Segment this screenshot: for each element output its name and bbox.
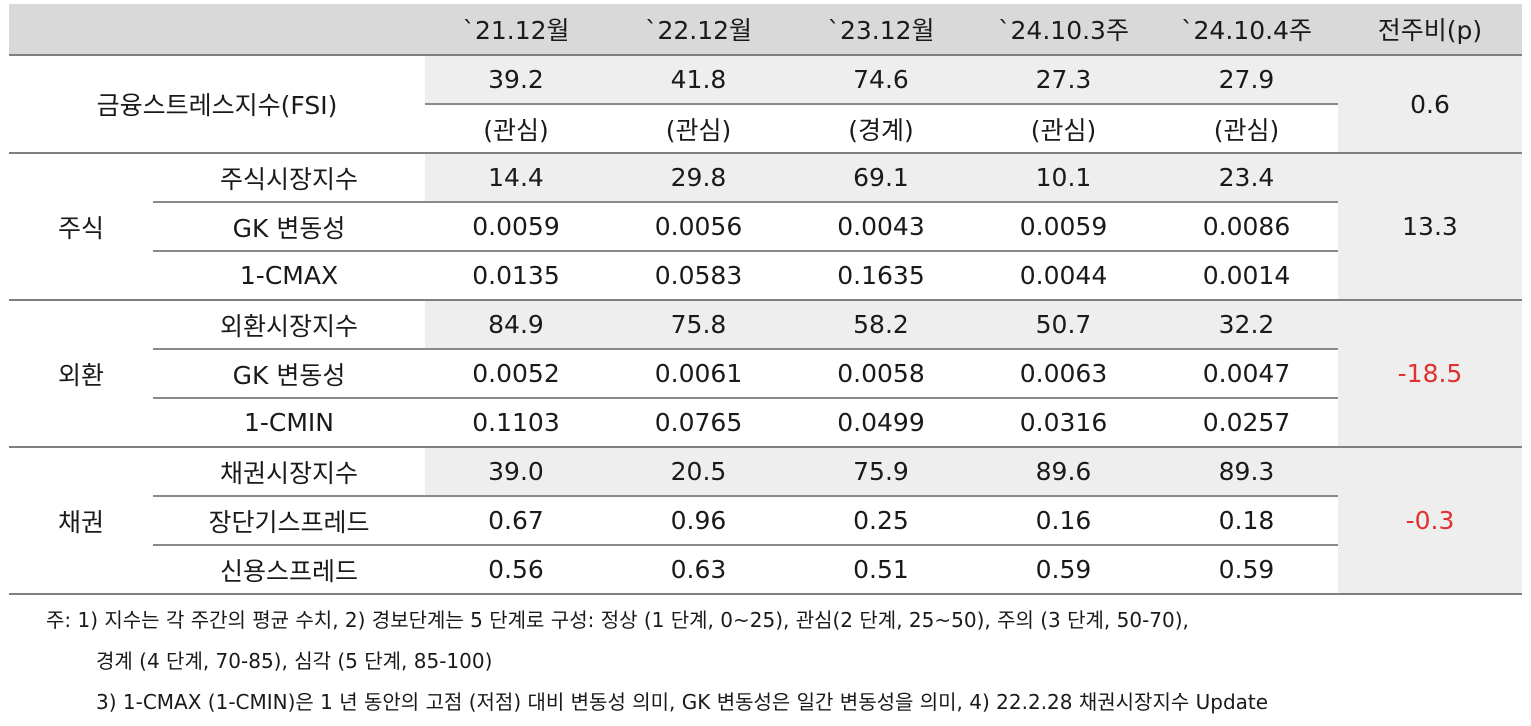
header-col: `24.10.4주 xyxy=(1155,4,1338,56)
header-col: `22.12월 xyxy=(607,4,790,56)
cell: 0.0086 xyxy=(1155,202,1338,252)
table-row: 1-CMAX 0.0135 0.0583 0.1635 0.0044 0.001… xyxy=(9,251,1522,301)
cell: 0.0135 xyxy=(425,251,607,301)
cell: 20.5 xyxy=(607,447,790,497)
fsi-value: 39.2 xyxy=(425,55,607,105)
cell: 0.16 xyxy=(972,496,1155,546)
fsi-level: (관심) xyxy=(1155,104,1338,154)
cell: 0.0058 xyxy=(790,349,972,399)
cell: 0.0043 xyxy=(790,202,972,252)
footnote-line: 3) 1-CMAX (1-CMIN)은 1 년 동안의 고점 (저점) 대비 변… xyxy=(96,690,1269,714)
fsi-level: (관심) xyxy=(972,104,1155,154)
fsi-value: 41.8 xyxy=(607,55,790,105)
table-row: 1-CMIN 0.1103 0.0765 0.0499 0.0316 0.025… xyxy=(9,398,1522,448)
cell: 75.9 xyxy=(790,447,972,497)
row-label: 1-CMIN xyxy=(153,398,425,448)
fsi-label: 금융스트레스지수(FSI) xyxy=(9,55,425,154)
cell: 0.18 xyxy=(1155,496,1338,546)
footnote-line: 주: 1) 지수는 각 주간의 평균 수치, 2) 경보단계는 5 단계로 구성… xyxy=(46,608,1189,632)
table-row: 신용스프레드 0.56 0.63 0.51 0.59 0.59 xyxy=(9,545,1522,595)
header-col: `21.12월 xyxy=(425,4,607,56)
cell: 0.0257 xyxy=(1155,398,1338,448)
fsi-change: 0.6 xyxy=(1338,55,1522,154)
fsi-value: 27.9 xyxy=(1155,55,1338,105)
table-row: (관심) (관심) (경계) (관심) (관심) xyxy=(9,104,1522,154)
row-label: 1-CMAX xyxy=(153,251,425,301)
cell: 0.25 xyxy=(790,496,972,546)
cell: 50.7 xyxy=(972,300,1155,350)
cell: 10.1 xyxy=(972,153,1155,203)
cell: 0.0052 xyxy=(425,349,607,399)
cell: 0.96 xyxy=(607,496,790,546)
table-row: 채권 채권시장지수 39.0 20.5 75.9 89.6 89.3 -0.3 xyxy=(9,447,1522,595)
cell: 0.0061 xyxy=(607,349,790,399)
fsi-level: (경계) xyxy=(790,104,972,154)
table-row: 외환 외환시장지수 84.9 75.8 58.2 50.7 32.2 -18.5 xyxy=(9,300,1522,448)
header-corner xyxy=(9,4,425,56)
cell: 0.67 xyxy=(425,496,607,546)
header-col: `24.10.3주 xyxy=(972,4,1155,56)
footnotes: 주: 1) 지수는 각 주간의 평균 수치, 2) 경보단계는 5 단계로 구성… xyxy=(46,600,1268,723)
cell: 0.0583 xyxy=(607,251,790,301)
cell: 0.0014 xyxy=(1155,251,1338,301)
cell: 39.0 xyxy=(425,447,607,497)
header-change: 전주비(p) xyxy=(1338,4,1522,56)
group-label: 주식 xyxy=(9,153,153,301)
cell: 0.0316 xyxy=(972,398,1155,448)
group-label: 외환 xyxy=(9,300,153,448)
cell: 0.56 xyxy=(425,545,607,595)
cell: 14.4 xyxy=(425,153,607,203)
header-col: `23.12월 xyxy=(790,4,972,56)
header-row: `21.12월 `22.12월 `23.12월 `24.10.3주 `24.10… xyxy=(9,4,1522,56)
cell: 0.51 xyxy=(790,545,972,595)
footnote-line: 경계 (4 단계, 70-85), 심각 (5 단계, 85-100) xyxy=(96,649,493,673)
group-change: 13.3 xyxy=(1338,153,1522,301)
group-label: 채권 xyxy=(9,447,153,595)
cell: 0.0056 xyxy=(607,202,790,252)
cell: 89.3 xyxy=(1155,447,1338,497)
fsi-value: 74.6 xyxy=(790,55,972,105)
cell: 89.6 xyxy=(972,447,1155,497)
table-row: GK 변동성 0.0059 0.0056 0.0043 0.0059 0.008… xyxy=(9,202,1522,252)
cell: 75.8 xyxy=(607,300,790,350)
table-row: 주식 주식시장지수 14.4 29.8 69.1 10.1 23.4 13.3 xyxy=(9,153,1522,301)
row-label: GK 변동성 xyxy=(153,202,425,252)
cell: 0.0059 xyxy=(972,202,1155,252)
row-label: 신용스프레드 xyxy=(153,545,425,595)
row-label: 장단기스프레드 xyxy=(153,496,425,546)
fsi-table: `21.12월 `22.12월 `23.12월 `24.10.3주 `24.10… xyxy=(9,4,1522,595)
cell: 0.59 xyxy=(972,545,1155,595)
cell: 0.0047 xyxy=(1155,349,1338,399)
cell: 32.2 xyxy=(1155,300,1338,350)
fsi-value: 27.3 xyxy=(972,55,1155,105)
cell: 69.1 xyxy=(790,153,972,203)
cell: 0.0765 xyxy=(607,398,790,448)
row-label: GK 변동성 xyxy=(153,349,425,399)
row-label: 채권시장지수 xyxy=(153,447,425,497)
cell: 0.0063 xyxy=(972,349,1155,399)
cell: 84.9 xyxy=(425,300,607,350)
cell: 0.63 xyxy=(607,545,790,595)
fsi-level: (관심) xyxy=(425,104,607,154)
fsi-level: (관심) xyxy=(607,104,790,154)
cell: 0.0044 xyxy=(972,251,1155,301)
group-change: -0.3 xyxy=(1338,447,1522,595)
cell: 58.2 xyxy=(790,300,972,350)
table-row: GK 변동성 0.0052 0.0061 0.0058 0.0063 0.004… xyxy=(9,349,1522,399)
row-label: 외환시장지수 xyxy=(153,300,425,350)
cell: 0.1635 xyxy=(790,251,972,301)
table-row: 금융스트레스지수(FSI) 39.2 41.8 74.6 27.3 27.9 0… xyxy=(9,55,1522,154)
cell: 29.8 xyxy=(607,153,790,203)
table-row: 장단기스프레드 0.67 0.96 0.25 0.16 0.18 xyxy=(9,496,1522,546)
cell: 0.0059 xyxy=(425,202,607,252)
cell: 0.59 xyxy=(1155,545,1338,595)
cell: 0.1103 xyxy=(425,398,607,448)
row-label: 주식시장지수 xyxy=(153,153,425,203)
cell: 0.0499 xyxy=(790,398,972,448)
group-change: -18.5 xyxy=(1338,300,1522,448)
cell: 23.4 xyxy=(1155,153,1338,203)
